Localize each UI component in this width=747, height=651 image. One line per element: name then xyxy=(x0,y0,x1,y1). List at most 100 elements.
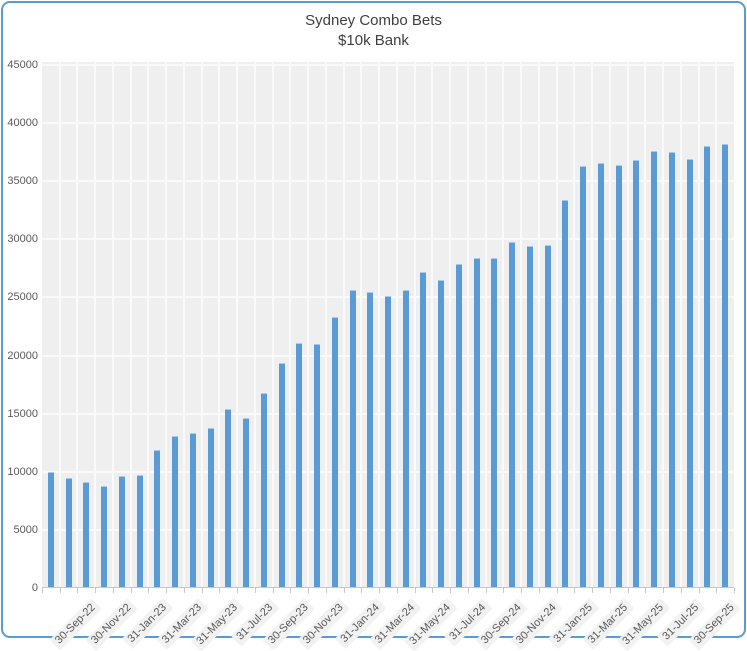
bar xyxy=(455,263,462,588)
bar xyxy=(686,159,693,588)
x-tick-mark xyxy=(361,588,363,593)
x-tick-mark xyxy=(396,588,398,593)
gridline-vertical xyxy=(484,62,487,588)
gridline-vertical xyxy=(58,62,61,588)
bar xyxy=(136,475,143,588)
x-tick-mark xyxy=(183,588,185,593)
gridline-vertical xyxy=(573,62,576,588)
bar xyxy=(154,449,161,588)
chart-title-block: Sydney Combo Bets $10k Bank xyxy=(3,11,744,51)
gridline-vertical xyxy=(626,62,629,588)
gridline-vertical xyxy=(662,62,665,588)
gridline-vertical xyxy=(76,62,79,588)
x-tick-mark xyxy=(734,588,735,593)
bar xyxy=(544,245,551,588)
x-tick-mark xyxy=(663,588,665,593)
gridline-vertical xyxy=(644,62,647,588)
bar xyxy=(83,482,90,588)
gridline-horizontal xyxy=(42,238,734,241)
x-tick-mark xyxy=(698,588,700,593)
x-tick-mark xyxy=(219,588,221,593)
gridline-vertical xyxy=(413,62,416,588)
x-tick-mark xyxy=(77,588,79,593)
y-tick-label: 45000 xyxy=(7,59,38,71)
x-tick-mark xyxy=(574,588,576,593)
x-axis-line xyxy=(42,587,734,588)
gridline-vertical xyxy=(111,62,114,588)
plot-area xyxy=(42,62,734,588)
bar xyxy=(207,427,214,588)
x-tick-mark xyxy=(254,588,256,593)
x-tick-mark xyxy=(432,588,434,593)
gridline-vertical xyxy=(378,62,381,588)
bar xyxy=(172,435,179,588)
bar xyxy=(47,471,54,588)
x-tick-mark xyxy=(95,588,97,593)
bar xyxy=(438,280,445,588)
y-tick-label: 30000 xyxy=(7,233,38,246)
bar xyxy=(118,476,125,588)
gridline-horizontal xyxy=(42,64,734,66)
gridline-vertical xyxy=(360,62,363,588)
bar xyxy=(260,392,267,588)
gridline-vertical xyxy=(608,62,611,588)
bar xyxy=(526,246,533,588)
gridline-vertical xyxy=(555,62,558,588)
x-tick-mark xyxy=(680,588,682,593)
x-tick-mark xyxy=(59,588,61,593)
x-tick-mark xyxy=(592,588,594,593)
bar xyxy=(314,343,321,588)
bar xyxy=(278,362,285,588)
gridline-horizontal xyxy=(42,180,734,183)
gridline-vertical xyxy=(236,62,239,588)
x-tick-mark xyxy=(379,588,381,593)
gridline-vertical xyxy=(395,62,398,588)
gridline-vertical xyxy=(218,62,221,588)
gridline-vertical xyxy=(324,62,327,588)
y-tick-label: 10000 xyxy=(7,465,38,478)
bar xyxy=(562,199,569,588)
gridline-vertical xyxy=(466,62,469,588)
x-tick-mark xyxy=(503,588,505,593)
gridline-vertical xyxy=(449,62,452,588)
chart-subtitle: $10k Bank xyxy=(338,32,409,49)
gridline-vertical xyxy=(271,62,274,588)
bar xyxy=(385,296,391,588)
gridline-vertical xyxy=(431,62,434,588)
y-tick-label: 20000 xyxy=(7,349,38,362)
bar xyxy=(101,485,108,588)
y-tick-label: 40000 xyxy=(7,117,38,130)
bar xyxy=(331,317,338,588)
gridline-vertical xyxy=(253,62,256,588)
x-tick-mark xyxy=(166,588,168,593)
x-tick-mark xyxy=(42,588,43,593)
bar xyxy=(473,257,480,588)
x-tick-mark xyxy=(627,588,629,593)
x-tick-mark xyxy=(467,588,469,593)
gridline-vertical xyxy=(200,62,203,588)
x-tick-mark xyxy=(609,588,611,593)
bar xyxy=(402,290,409,588)
gridline-vertical xyxy=(715,62,718,588)
x-tick-mark xyxy=(290,588,292,593)
gridline-horizontal xyxy=(42,122,734,125)
bar xyxy=(296,342,303,588)
gridline-vertical xyxy=(520,62,523,588)
bar xyxy=(225,409,232,588)
y-tick-label: 5000 xyxy=(13,523,38,536)
x-tick-mark xyxy=(450,588,452,593)
bar xyxy=(243,418,250,588)
x-tick-mark xyxy=(325,588,327,593)
x-tick-mark xyxy=(148,588,150,593)
bar xyxy=(651,151,658,588)
x-tick-mark xyxy=(716,588,718,593)
x-tick-mark xyxy=(538,588,540,593)
gridline-vertical xyxy=(697,62,700,588)
gridline-vertical xyxy=(94,62,97,588)
x-tick-mark xyxy=(308,588,310,593)
gridline-vertical xyxy=(147,62,150,588)
x-tick-mark xyxy=(237,588,239,593)
bar xyxy=(668,152,675,588)
x-tick-mark xyxy=(521,588,523,593)
